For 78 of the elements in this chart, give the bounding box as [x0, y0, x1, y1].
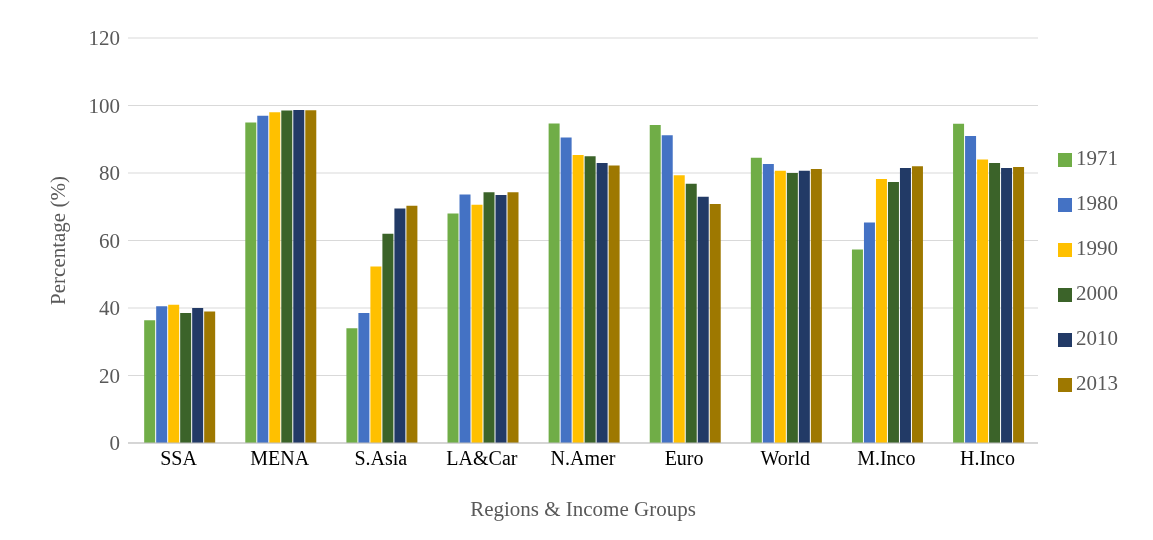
bar	[305, 110, 317, 443]
x-tick-label: Euro	[664, 447, 704, 470]
bar	[447, 213, 459, 443]
bar	[661, 135, 673, 443]
bar	[851, 249, 863, 443]
bar	[989, 162, 1001, 443]
bar	[394, 208, 406, 443]
bar	[911, 166, 923, 443]
bar	[608, 165, 620, 443]
legend-label: 2013	[1076, 370, 1118, 395]
bar	[471, 204, 483, 443]
bar	[560, 137, 572, 443]
bar	[156, 306, 168, 443]
bar	[762, 163, 774, 443]
bar	[965, 135, 977, 443]
bar	[899, 167, 911, 443]
bar	[584, 156, 596, 443]
x-axis-title: Regions & Income Groups	[470, 496, 696, 521]
bar	[977, 159, 989, 443]
bar	[673, 175, 685, 443]
bar	[346, 328, 358, 443]
bar	[863, 222, 875, 443]
bar	[144, 320, 156, 443]
bar	[649, 125, 661, 443]
bar	[281, 110, 293, 443]
bar	[358, 313, 370, 443]
legend-label: 1971	[1076, 145, 1118, 170]
y-tick-label: 0	[109, 431, 120, 456]
bar	[406, 205, 418, 443]
y-axis-title: Percentage (%)	[46, 176, 71, 305]
legend-label: 2000	[1076, 280, 1118, 305]
y-tick-label: 60	[99, 228, 120, 253]
bar	[1001, 167, 1013, 443]
bar	[709, 204, 721, 443]
y-tick-label: 20	[99, 363, 120, 388]
x-tick-label: S.Asia	[354, 447, 408, 470]
bar	[887, 182, 899, 443]
bar	[810, 168, 822, 443]
x-tick-label: LA&Car	[446, 447, 518, 470]
bar	[548, 123, 560, 443]
y-tick-label: 120	[88, 26, 120, 51]
bar	[269, 112, 281, 443]
bar	[596, 162, 608, 443]
bar	[495, 194, 507, 443]
bar	[483, 192, 495, 443]
bar	[459, 194, 471, 443]
y-tick-label: 40	[99, 296, 120, 321]
bar	[1013, 166, 1025, 443]
bar	[798, 170, 810, 443]
bar	[168, 304, 180, 443]
bar	[507, 192, 519, 443]
bar	[786, 173, 798, 443]
bar	[774, 170, 786, 443]
bar	[697, 196, 709, 443]
x-tick-label: H.Inco	[959, 447, 1015, 470]
legend-label: 1990	[1076, 235, 1118, 260]
bar	[204, 311, 216, 443]
bar	[257, 115, 269, 443]
bar	[953, 123, 965, 443]
bar	[192, 308, 204, 443]
bar	[572, 155, 584, 443]
y-tick-label: 80	[99, 161, 120, 186]
bar	[293, 109, 305, 443]
x-tick-label: M.Inco	[857, 447, 916, 470]
bar	[875, 179, 887, 443]
x-tick-label: MENA	[250, 447, 310, 470]
bar	[750, 157, 762, 443]
bar	[245, 122, 257, 443]
bar	[685, 183, 697, 443]
bar	[370, 266, 382, 443]
legend-label: 2010	[1076, 325, 1118, 350]
y-tick-label: 100	[88, 93, 120, 118]
x-tick-label: N.Amer	[550, 447, 616, 470]
x-tick-label: SSA	[160, 447, 198, 470]
legend-label: 1980	[1076, 190, 1118, 215]
bar	[382, 233, 394, 443]
x-tick-label: World	[760, 447, 810, 470]
bar	[180, 313, 192, 443]
